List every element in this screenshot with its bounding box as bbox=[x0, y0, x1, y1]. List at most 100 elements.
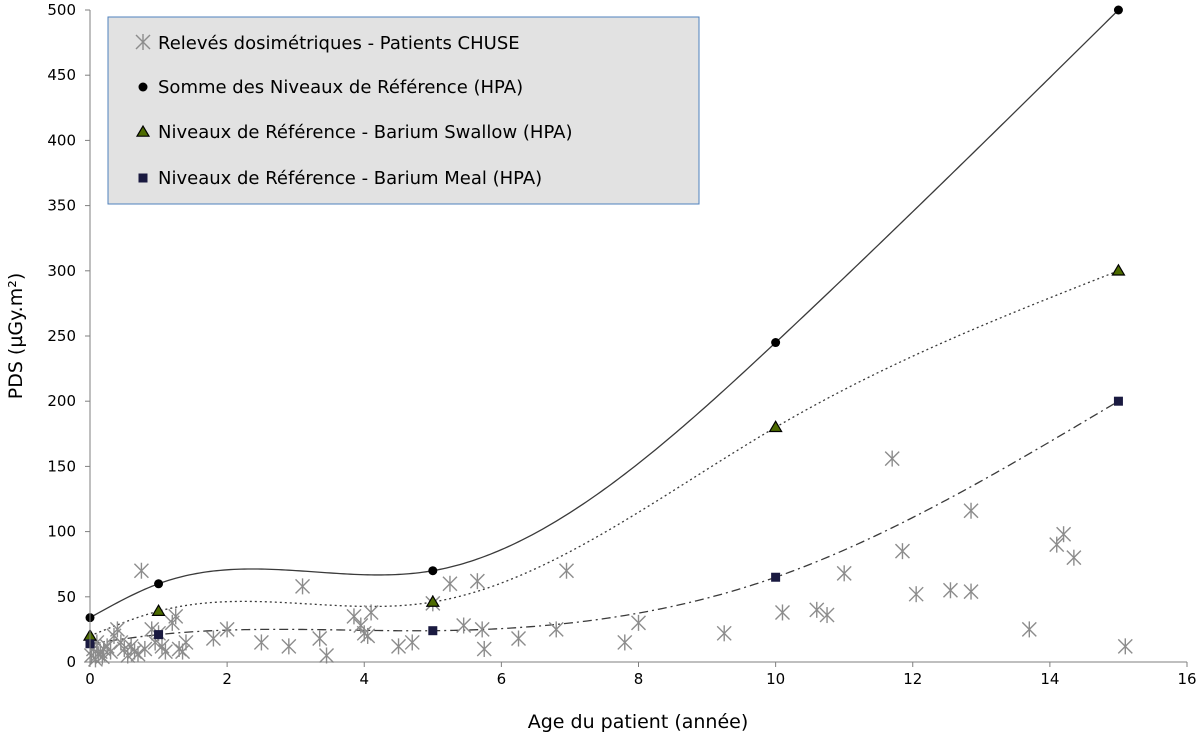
star-data-point bbox=[205, 630, 221, 647]
circle-data-point bbox=[771, 338, 781, 348]
legend-entry-meal: Niveaux de Référence - Barium Meal (HPA) bbox=[138, 168, 542, 189]
square-data-point bbox=[154, 630, 164, 640]
star-data-point bbox=[281, 638, 297, 655]
star-legend-marker bbox=[135, 34, 151, 50]
star-data-point bbox=[103, 643, 119, 660]
x-tick-label: 2 bbox=[222, 670, 232, 688]
star-data-point bbox=[360, 627, 376, 644]
trendlines bbox=[89, 9, 1119, 645]
star-data-point bbox=[548, 621, 564, 638]
star-data-point bbox=[884, 450, 900, 467]
triangle-data-point bbox=[151, 603, 166, 616]
triangle-data-point bbox=[768, 420, 783, 433]
x-tick-label: 12 bbox=[903, 670, 922, 688]
y-tick-labels: 0 50 100 150 200 250 300 350 400 450 500 bbox=[47, 1, 90, 671]
star-data-point bbox=[942, 582, 958, 599]
x-tick-label: 8 bbox=[634, 670, 644, 688]
y-tick-label: 450 bbox=[47, 66, 76, 84]
legend-label-somme: Somme des Niveaux de Référence (HPA) bbox=[158, 77, 523, 98]
legend-label-meal: Niveaux de Référence - Barium Meal (HPA) bbox=[158, 168, 542, 189]
square-data-point bbox=[771, 572, 781, 582]
star-data-point bbox=[319, 647, 335, 664]
x-axis-title: Age du patient (année) bbox=[528, 711, 749, 733]
star-data-point bbox=[908, 586, 924, 603]
legend-entry-patients: Relevés dosimétriques - Patients CHUSE bbox=[135, 33, 520, 54]
star-data-point bbox=[1056, 526, 1072, 543]
star-data-point bbox=[295, 578, 311, 595]
x-tick-label: 0 bbox=[85, 670, 95, 688]
square-marker-icon bbox=[138, 173, 148, 183]
star-data-point bbox=[716, 625, 732, 642]
star-data-point bbox=[442, 575, 458, 592]
y-tick-label: 200 bbox=[47, 392, 76, 410]
trendline-dashdot bbox=[89, 400, 1119, 645]
star-data-point bbox=[109, 621, 125, 638]
star-data-point bbox=[253, 634, 269, 651]
star-data-point bbox=[1049, 536, 1065, 553]
data-points bbox=[82, 5, 1133, 668]
y-tick-label: 50 bbox=[57, 588, 76, 606]
star-data-point bbox=[631, 614, 646, 631]
star-data-point bbox=[178, 634, 194, 651]
y-tick-label: 150 bbox=[47, 457, 76, 475]
y-axis-title: PDS (µGy.m²) bbox=[5, 273, 27, 400]
x-tick-label: 10 bbox=[766, 670, 785, 688]
star-data-point bbox=[1117, 638, 1133, 655]
star-data-point bbox=[774, 604, 790, 621]
star-data-point bbox=[1021, 621, 1037, 638]
star-data-point bbox=[469, 573, 485, 590]
star-data-point bbox=[963, 502, 979, 519]
star-data-point bbox=[404, 634, 420, 651]
x-tick-label: 16 bbox=[1177, 670, 1196, 688]
star-data-point bbox=[617, 634, 633, 651]
legend-entry-somme: Somme des Niveaux de Référence (HPA) bbox=[138, 77, 523, 98]
circle-data-point bbox=[1113, 5, 1123, 15]
y-tick-label: 400 bbox=[47, 131, 76, 149]
y-tick-label: 250 bbox=[47, 327, 76, 345]
star-data-point bbox=[476, 640, 492, 657]
y-tick-label: 0 bbox=[66, 653, 76, 671]
star-data-point bbox=[819, 607, 835, 624]
star-data-point bbox=[312, 630, 328, 647]
star-data-point bbox=[133, 562, 149, 579]
square-legend-marker bbox=[138, 173, 148, 183]
triangle-data-point bbox=[1111, 263, 1126, 276]
legend-entry-swallow: Niveaux de Référence - Barium Swallow (H… bbox=[135, 122, 572, 143]
x-tick-label: 6 bbox=[497, 670, 507, 688]
trendline-solid bbox=[89, 9, 1119, 619]
triangle-legend-marker bbox=[135, 124, 151, 137]
x-tick-label: 4 bbox=[359, 670, 369, 688]
square-data-point bbox=[1113, 396, 1123, 406]
triangle-marker-icon bbox=[135, 124, 151, 137]
circle-data-point bbox=[428, 566, 438, 576]
y-tick-label: 300 bbox=[47, 262, 76, 280]
star-data-point bbox=[130, 646, 146, 663]
y-tick-label: 100 bbox=[47, 523, 76, 541]
x-tick-label: 14 bbox=[1040, 670, 1059, 688]
y-tick-label: 350 bbox=[47, 197, 76, 215]
star-data-point bbox=[137, 640, 153, 657]
circle-legend-marker bbox=[138, 82, 148, 92]
star-data-point bbox=[219, 621, 235, 638]
star-data-point bbox=[809, 601, 825, 618]
star-data-point bbox=[894, 543, 910, 560]
star-data-point bbox=[559, 562, 575, 579]
legend-box bbox=[107, 16, 700, 205]
legend-label-swallow: Niveaux de Référence - Barium Swallow (H… bbox=[158, 122, 572, 143]
star-data-point bbox=[346, 608, 362, 625]
star-data-point bbox=[456, 617, 472, 634]
star-data-point bbox=[511, 630, 527, 647]
star-data-point bbox=[168, 608, 184, 625]
star-data-point bbox=[836, 565, 852, 582]
circle-marker-icon bbox=[138, 82, 148, 92]
trendline-dotted bbox=[89, 270, 1119, 637]
triangle-data-point bbox=[425, 594, 440, 607]
star-data-point bbox=[474, 621, 490, 638]
legend-label-patients: Relevés dosimétriques - Patients CHUSE bbox=[158, 33, 520, 54]
circle-data-point bbox=[154, 579, 164, 589]
square-data-point bbox=[428, 626, 438, 636]
star-data-point bbox=[391, 638, 407, 655]
star-data-point bbox=[1066, 549, 1082, 566]
star-data-point bbox=[363, 604, 379, 621]
